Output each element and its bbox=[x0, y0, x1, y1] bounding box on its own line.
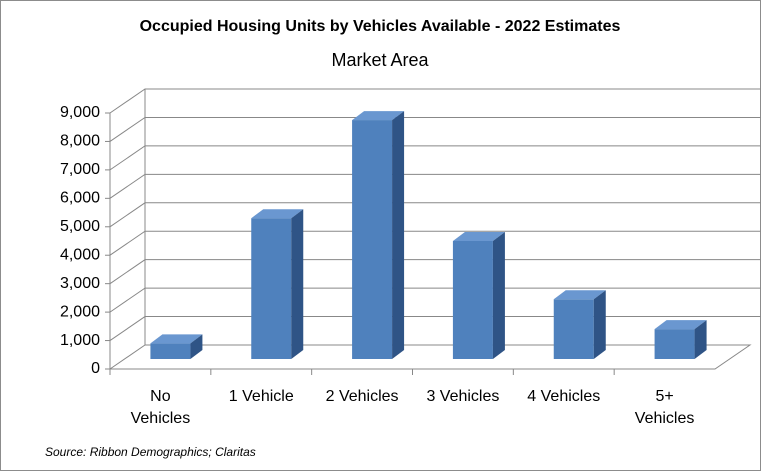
bar-side bbox=[190, 334, 203, 359]
y-tick-label: 1,000 bbox=[60, 332, 100, 349]
bar-top bbox=[251, 209, 304, 219]
bar bbox=[150, 343, 191, 359]
bar-top bbox=[654, 320, 707, 330]
y-tick-label: 2,000 bbox=[60, 303, 100, 320]
y-tick-label: 7,000 bbox=[60, 161, 100, 178]
bar-side bbox=[291, 209, 304, 359]
bar-top bbox=[352, 111, 405, 121]
y-tick-label: 6,000 bbox=[60, 190, 100, 207]
grid-line bbox=[109, 145, 761, 171]
y-tick-label: 9,000 bbox=[60, 104, 100, 121]
grid-line bbox=[109, 230, 761, 256]
bar-side bbox=[392, 111, 405, 359]
bar bbox=[251, 218, 292, 359]
bar-side bbox=[492, 231, 505, 359]
x-tick-label: No Vehicles bbox=[130, 388, 191, 427]
floor bbox=[108, 344, 752, 370]
grid-line bbox=[109, 173, 761, 199]
bar bbox=[352, 120, 393, 359]
x-tick-label: 2 Vehicles bbox=[325, 388, 399, 405]
bar bbox=[452, 240, 493, 359]
bar-top bbox=[150, 334, 203, 344]
grid-line bbox=[109, 116, 761, 142]
chart-title: Occupied Housing Units by Vehicles Avail… bbox=[140, 18, 621, 35]
x-tick-label: 3 Vehicles bbox=[426, 388, 500, 405]
bar-top bbox=[452, 231, 505, 241]
bar-top bbox=[553, 290, 606, 300]
x-tick-label: 1 Vehicle bbox=[228, 388, 294, 405]
x-tick-label: 4 Vehicles bbox=[527, 388, 601, 405]
bar bbox=[553, 299, 594, 359]
chart-subtitle: Market Area bbox=[331, 50, 429, 70]
grid-line bbox=[109, 202, 761, 228]
y-tick-label: 0 bbox=[91, 360, 100, 377]
y-tick-label: 5,000 bbox=[60, 218, 100, 235]
grid-line bbox=[109, 259, 761, 285]
y-tick-label: 8,000 bbox=[60, 133, 100, 150]
bar-side bbox=[694, 320, 707, 359]
grid-line bbox=[109, 88, 761, 114]
bar bbox=[654, 329, 695, 359]
source-note: Source: Ribbon Demographics; Claritas bbox=[45, 445, 256, 459]
y-tick-label: 3,000 bbox=[60, 275, 100, 292]
grid-line bbox=[109, 287, 761, 313]
y-tick-label: 4,000 bbox=[60, 246, 100, 263]
x-tick-label: 5+ Vehicles bbox=[634, 388, 695, 427]
bar-side bbox=[593, 290, 606, 359]
